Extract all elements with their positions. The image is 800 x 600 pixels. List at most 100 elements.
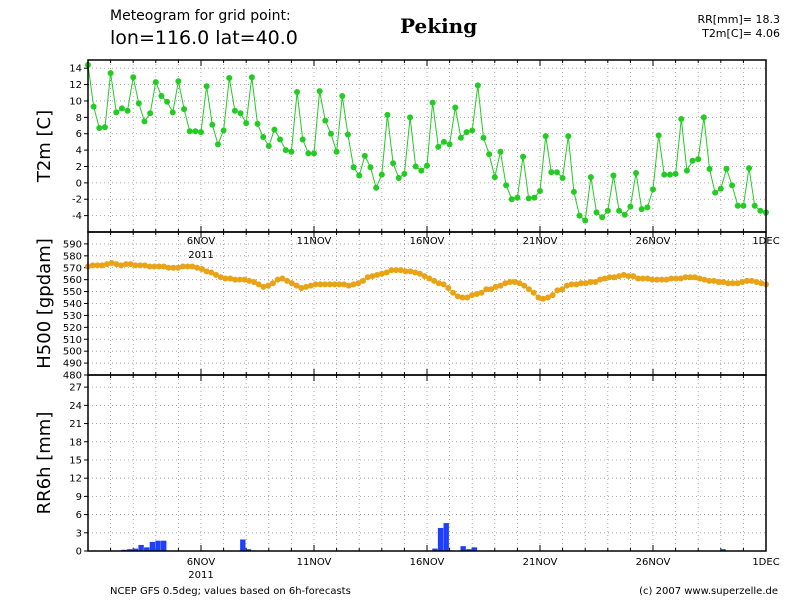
x-year-label: 2011 xyxy=(188,250,213,261)
data-point xyxy=(246,277,253,284)
y-tick-label: 560 xyxy=(63,275,82,286)
y-tick-label: 24 xyxy=(69,401,82,412)
data-point xyxy=(288,280,295,287)
y-tick-label: 12 xyxy=(69,80,82,91)
precip-bar xyxy=(138,544,144,551)
data-point xyxy=(113,109,120,116)
data-point xyxy=(744,277,751,284)
data-point xyxy=(209,121,216,128)
data-point xyxy=(213,271,220,278)
data-point xyxy=(620,271,627,278)
data-point xyxy=(388,267,395,274)
data-point xyxy=(208,269,215,276)
data-point xyxy=(254,120,261,127)
x-tick-label: 1DEC xyxy=(752,557,779,568)
data-point xyxy=(734,280,741,287)
data-point xyxy=(322,117,329,124)
x-tick-label: 16NOV xyxy=(410,236,445,247)
precip-bar xyxy=(144,547,150,551)
data-point xyxy=(94,262,101,269)
data-point xyxy=(525,286,532,293)
data-point xyxy=(298,285,305,292)
data-point xyxy=(127,261,134,268)
data-point xyxy=(587,174,594,181)
data-point xyxy=(625,273,632,280)
data-point xyxy=(610,172,617,179)
data-point xyxy=(537,188,543,195)
data-point xyxy=(369,273,376,280)
data-point xyxy=(531,194,538,201)
data-point xyxy=(130,74,137,81)
data-point xyxy=(90,103,97,110)
data-point xyxy=(350,281,357,288)
data-point xyxy=(274,276,281,283)
data-point xyxy=(638,206,645,213)
data-point xyxy=(706,165,713,172)
data-point xyxy=(412,269,419,276)
precip-bar xyxy=(443,523,449,551)
data-point xyxy=(672,170,679,177)
data-point xyxy=(488,286,495,293)
summary-t2m: T2m[C]= 4.06 xyxy=(701,27,780,40)
data-point xyxy=(431,277,438,284)
data-point xyxy=(322,281,329,288)
data-point xyxy=(407,114,414,121)
data-point xyxy=(633,170,640,177)
data-point xyxy=(658,276,665,283)
data-point xyxy=(706,277,713,284)
data-point xyxy=(446,141,453,148)
data-point xyxy=(231,107,238,114)
precip-bar xyxy=(161,540,167,551)
y-tick-label: 6 xyxy=(76,510,82,521)
data-point xyxy=(401,170,408,177)
data-point xyxy=(701,276,708,283)
data-point xyxy=(563,282,570,289)
data-point xyxy=(220,127,227,134)
panel-frame xyxy=(87,59,767,233)
data-point xyxy=(689,157,696,164)
data-point xyxy=(582,280,589,287)
data-point xyxy=(158,93,165,100)
data-point xyxy=(227,275,234,282)
data-point xyxy=(156,263,163,270)
data-point xyxy=(299,136,306,143)
precip-bar xyxy=(466,549,472,551)
data-point xyxy=(535,294,542,301)
y-tick-label: 12 xyxy=(69,474,82,485)
data-point xyxy=(639,275,646,282)
data-point xyxy=(573,281,580,288)
data-point xyxy=(339,93,346,100)
data-point xyxy=(650,186,656,193)
data-point xyxy=(132,262,139,269)
y-tick-label: 6 xyxy=(76,129,82,140)
data-point xyxy=(122,261,129,268)
data-point xyxy=(265,282,272,289)
precip-bar xyxy=(127,549,133,551)
data-point xyxy=(137,262,144,269)
data-point xyxy=(530,289,537,296)
data-point xyxy=(514,194,521,201)
data-point xyxy=(288,148,295,155)
data-point xyxy=(160,263,167,270)
data-point xyxy=(284,277,291,284)
data-point xyxy=(521,282,528,289)
data-point xyxy=(189,263,196,270)
precipitation-panel: 0 3 6 9 12 15 18 21 24 27 RR6h [mm] xyxy=(34,374,767,558)
data-point xyxy=(592,279,599,286)
data-point xyxy=(390,160,397,167)
data-point xyxy=(135,100,142,107)
data-point xyxy=(203,268,210,275)
y-axis-label: T2m [C] xyxy=(34,110,55,183)
data-point xyxy=(677,275,684,282)
y-tick-label: 540 xyxy=(63,299,82,310)
y-tick-label: 0 xyxy=(76,547,82,558)
data-point xyxy=(118,262,125,269)
data-point xyxy=(483,286,490,293)
data-point xyxy=(723,165,730,172)
data-point xyxy=(243,120,250,127)
y-tick-label: 0 xyxy=(76,178,82,189)
precip-bar xyxy=(437,527,444,551)
data-point xyxy=(124,107,131,114)
